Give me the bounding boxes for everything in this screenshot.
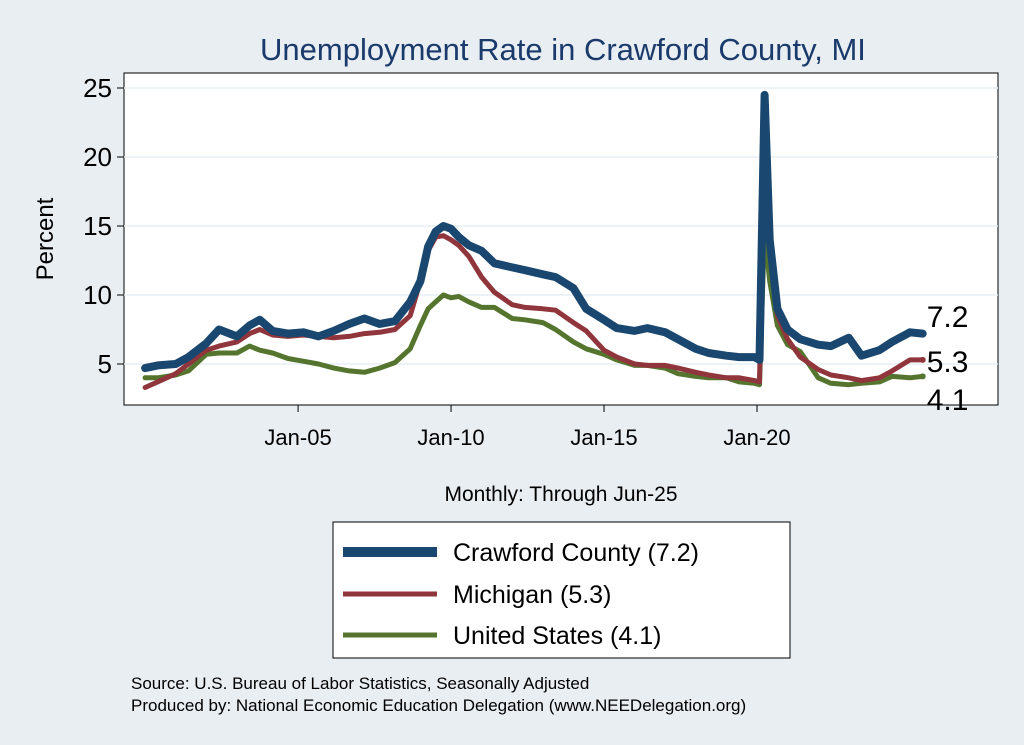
source-note: Produced by: National Economic Education… (131, 696, 746, 715)
end-value-label: 4.1 (927, 384, 969, 417)
y-axis-label: Percent (32, 197, 59, 280)
end-value-labels: 7.2 5.3 4.1 (919, 301, 969, 417)
series-line-crawford-county (141, 90, 927, 373)
source-note: Source: U.S. Bureau of Labor Statistics,… (131, 674, 589, 693)
x-tick-label: Jan-15 (570, 425, 637, 450)
chart-title: Unemployment Rate in Crawford County, MI (260, 32, 866, 67)
x-tick-label: Jan-05 (264, 425, 331, 450)
source-notes: Source: U.S. Bureau of Labor Statistics,… (131, 674, 746, 715)
y-tick-label: 10 (83, 280, 112, 310)
x-tick-label: Jan-10 (417, 425, 484, 450)
legend-label: United States (4.1) (453, 622, 661, 650)
x-tick-label: Jan-20 (723, 425, 790, 450)
y-axis-ticks: 5 10 15 20 25 (83, 73, 124, 379)
x-axis-ticks: Jan-05 Jan-10 Jan-15 Jan-20 (264, 405, 791, 450)
series-lines (141, 90, 927, 390)
y-tick-label: 5 (98, 349, 112, 379)
legend: Crawford County (7.2) Michigan (5.3) Unite… (332, 521, 791, 659)
series-end-point (919, 356, 926, 363)
end-value-label: 5.3 (927, 346, 969, 379)
series-line-united-states (142, 226, 926, 388)
legend-label: Crawford County (7.2) (453, 539, 699, 567)
series-end-point (919, 330, 926, 337)
end-value-label: 7.2 (927, 301, 969, 334)
legend-label: Michigan (5.3) (453, 581, 611, 609)
x-axis-label: Monthly: Through Jun-25 (444, 483, 677, 506)
y-tick-label: 25 (83, 73, 112, 103)
y-tick-label: 15 (83, 211, 112, 241)
series-end-point (919, 373, 926, 380)
gridlines (124, 87, 998, 365)
y-tick-label: 20 (83, 142, 112, 172)
